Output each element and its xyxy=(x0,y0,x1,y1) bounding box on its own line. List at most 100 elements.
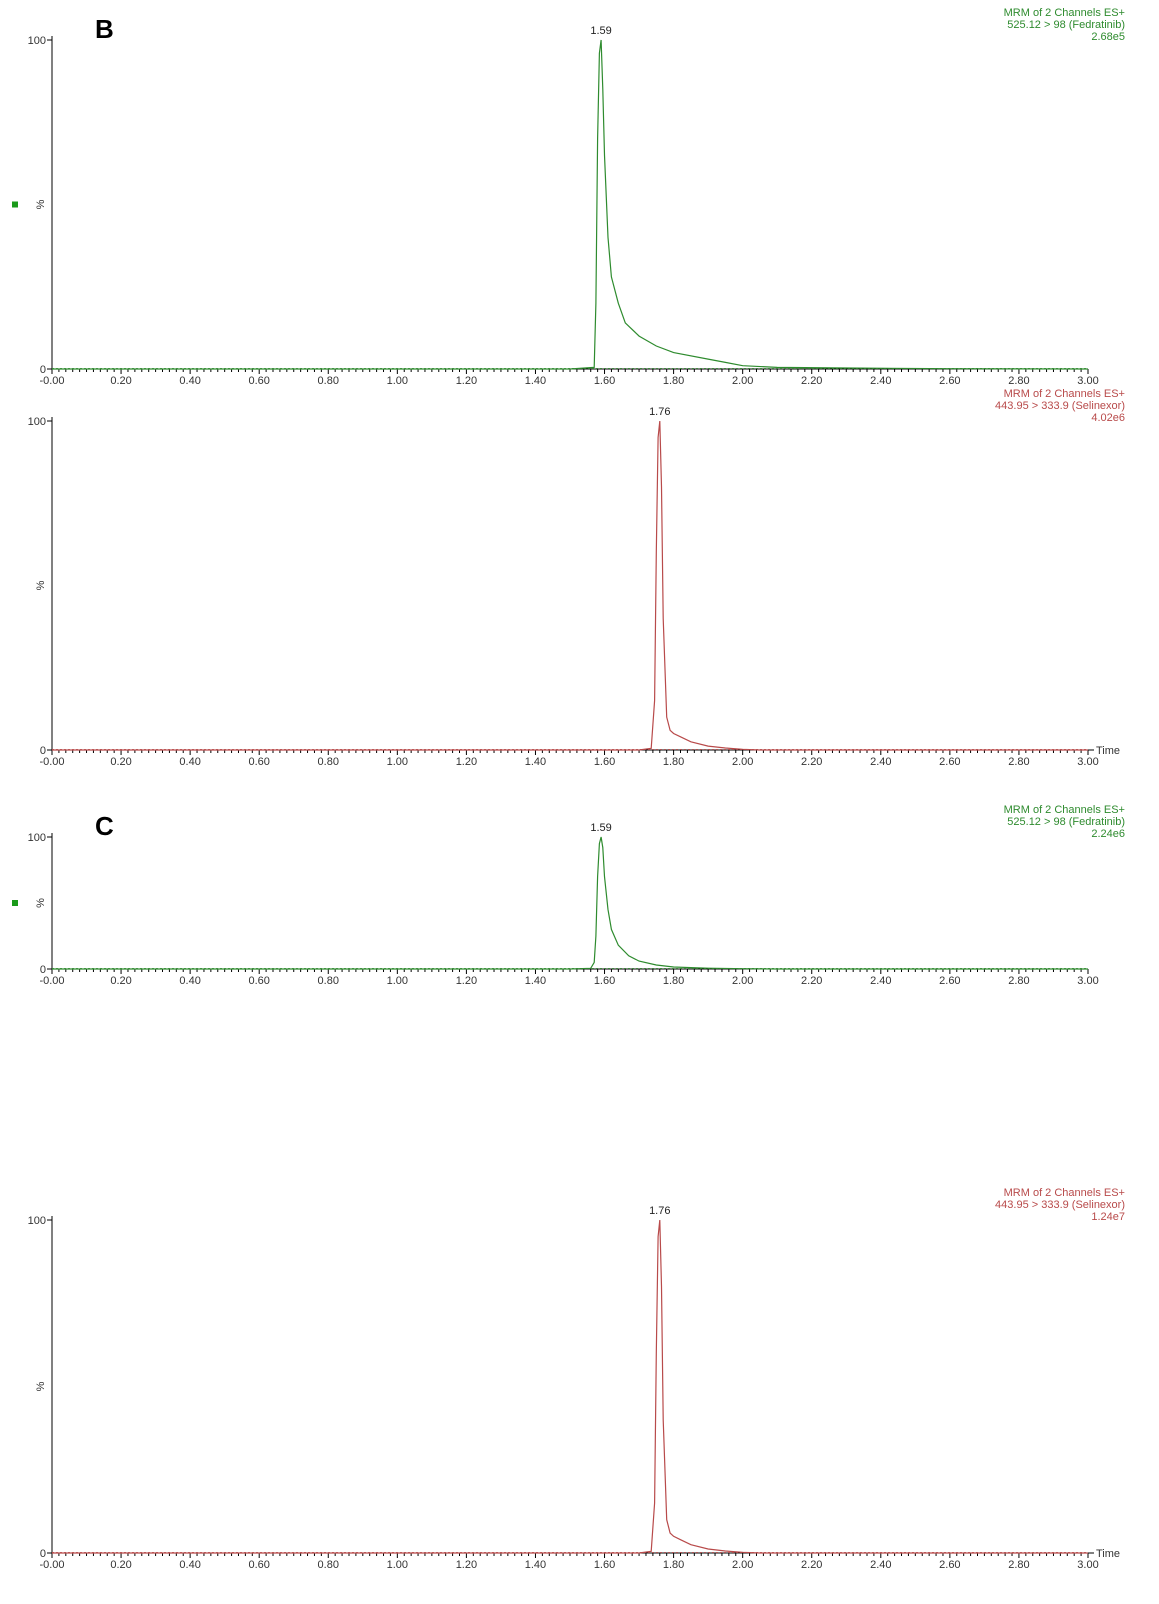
x-tick-label: 1.40 xyxy=(525,756,546,768)
channel-info-line: 525.12 > 98 (Fedratinib) xyxy=(1007,816,1125,828)
x-tick-label: 2.40 xyxy=(870,375,891,387)
x-tick-label: 0.60 xyxy=(248,375,269,387)
y-tick-label: 0 xyxy=(40,1548,46,1560)
x-tick-label: 1.00 xyxy=(387,1559,408,1571)
x-tick-label: 2.00 xyxy=(732,975,753,987)
x-tick-label: 1.80 xyxy=(663,375,684,387)
x-tick-label: 1.80 xyxy=(663,975,684,987)
channel-info-line: 443.95 > 333.9 (Selinexor) xyxy=(995,400,1125,412)
channel-info-line: MRM of 2 Channels ES+ xyxy=(1004,1187,1125,1199)
channel-marker-icon xyxy=(12,900,18,906)
peak-label: 1.76 xyxy=(649,406,670,418)
trace-line xyxy=(52,39,1089,370)
x-tick-label: 2.60 xyxy=(939,1559,960,1571)
x-tick-label: 2.80 xyxy=(1008,1559,1029,1571)
x-tick-label: 2.00 xyxy=(732,756,753,768)
x-tick-label: 0.60 xyxy=(248,975,269,987)
channel-info-line: 443.95 > 333.9 (Selinexor) xyxy=(995,1199,1125,1211)
peak-label: 1.59 xyxy=(590,822,611,834)
peak-label: 1.59 xyxy=(590,25,611,37)
x-tick-label: -0.00 xyxy=(39,375,64,387)
x-tick-label: 1.40 xyxy=(525,1559,546,1571)
x-tick-label: 1.60 xyxy=(594,1559,615,1571)
x-tick-label: 0.20 xyxy=(110,375,131,387)
x-tick-label: 1.40 xyxy=(525,375,546,387)
x-tick-label: 2.80 xyxy=(1008,375,1029,387)
x-tick-label: 1.20 xyxy=(456,975,477,987)
x-tick-label: 3.00 xyxy=(1077,975,1098,987)
x-tick-label: 2.20 xyxy=(801,756,822,768)
x-tick-label: 2.40 xyxy=(870,975,891,987)
x-tick-label: 1.00 xyxy=(387,756,408,768)
x-tick-label: 3.00 xyxy=(1077,756,1098,768)
y-tick-label: 0 xyxy=(40,364,46,376)
x-tick-label: 0.20 xyxy=(110,975,131,987)
x-tick-label: 1.20 xyxy=(456,1559,477,1571)
x-tick-label: 0.40 xyxy=(179,756,200,768)
x-tick-label: 2.20 xyxy=(801,975,822,987)
y-tick-label: 100 xyxy=(28,35,46,47)
x-tick-label: 0.80 xyxy=(318,375,339,387)
x-tick-label: 0.40 xyxy=(179,975,200,987)
x-tick-label: 2.00 xyxy=(732,375,753,387)
x-tick-label: 2.20 xyxy=(801,375,822,387)
x-tick-label: 1.00 xyxy=(387,975,408,987)
x-tick-label: 1.60 xyxy=(594,975,615,987)
trace-line xyxy=(52,1219,1088,1554)
channel-info-line: 2.68e5 xyxy=(1091,31,1125,43)
x-tick-label: -0.00 xyxy=(39,975,64,987)
x-tick-label: 2.00 xyxy=(732,1559,753,1571)
panel-letter: B xyxy=(95,14,114,44)
x-tick-label: 3.00 xyxy=(1077,1559,1098,1571)
x-tick-label: 0.80 xyxy=(318,975,339,987)
y-tick-label: 100 xyxy=(28,832,46,844)
panel-letter: C xyxy=(95,811,114,841)
y-tick-label: 0 xyxy=(40,964,46,976)
x-tick-label: 1.60 xyxy=(594,756,615,768)
x-tick-label: -0.00 xyxy=(39,756,64,768)
x-tick-label: 2.60 xyxy=(939,975,960,987)
y-axis-label: % xyxy=(35,1381,47,1391)
channel-info-line: 1.24e7 xyxy=(1091,1211,1125,1223)
x-tick-label: 0.20 xyxy=(110,1559,131,1571)
x-tick-label: 1.60 xyxy=(594,375,615,387)
x-tick-label: 0.60 xyxy=(248,756,269,768)
y-axis-label: % xyxy=(35,898,47,908)
trace-line xyxy=(52,420,1088,751)
channel-info-line: MRM of 2 Channels ES+ xyxy=(1004,7,1125,19)
x-tick-label: 2.40 xyxy=(870,756,891,768)
channel-info-line: MRM of 2 Channels ES+ xyxy=(1004,388,1125,400)
x-tick-label: 2.40 xyxy=(870,1559,891,1571)
y-tick-label: 100 xyxy=(28,416,46,428)
channel-info-line: 525.12 > 98 (Fedratinib) xyxy=(1007,19,1125,31)
y-axis-label: % xyxy=(35,199,47,209)
y-tick-label: 100 xyxy=(28,1215,46,1227)
peak-label: 1.76 xyxy=(649,1205,670,1217)
channel-info-line: 4.02e6 xyxy=(1091,412,1125,424)
x-tick-label: 2.20 xyxy=(801,1559,822,1571)
x-axis-label: Time xyxy=(1096,745,1120,757)
trace-line xyxy=(52,836,1088,970)
x-tick-label: 0.20 xyxy=(110,756,131,768)
y-axis-label: % xyxy=(35,580,47,590)
y-tick-label: 0 xyxy=(40,745,46,757)
x-tick-label: 1.20 xyxy=(456,756,477,768)
x-axis-label: Time xyxy=(1096,1548,1120,1560)
x-tick-label: 2.60 xyxy=(939,375,960,387)
channel-marker-icon xyxy=(12,201,18,208)
channel-info-line: 2.24e6 xyxy=(1091,828,1125,840)
x-tick-label: 1.80 xyxy=(663,1559,684,1571)
x-tick-label: 1.80 xyxy=(663,756,684,768)
x-tick-label: 2.60 xyxy=(939,756,960,768)
x-tick-label: 0.60 xyxy=(248,1559,269,1571)
x-tick-label: 1.20 xyxy=(456,375,477,387)
x-tick-label: 0.80 xyxy=(318,756,339,768)
x-tick-label: 2.80 xyxy=(1008,975,1029,987)
channel-info-line: MRM of 2 Channels ES+ xyxy=(1004,804,1125,816)
x-tick-label: 0.40 xyxy=(179,1559,200,1571)
x-tick-label: -0.00 xyxy=(39,1559,64,1571)
x-tick-label: 1.00 xyxy=(387,375,408,387)
x-tick-label: 1.40 xyxy=(525,975,546,987)
x-tick-label: 2.80 xyxy=(1008,756,1029,768)
